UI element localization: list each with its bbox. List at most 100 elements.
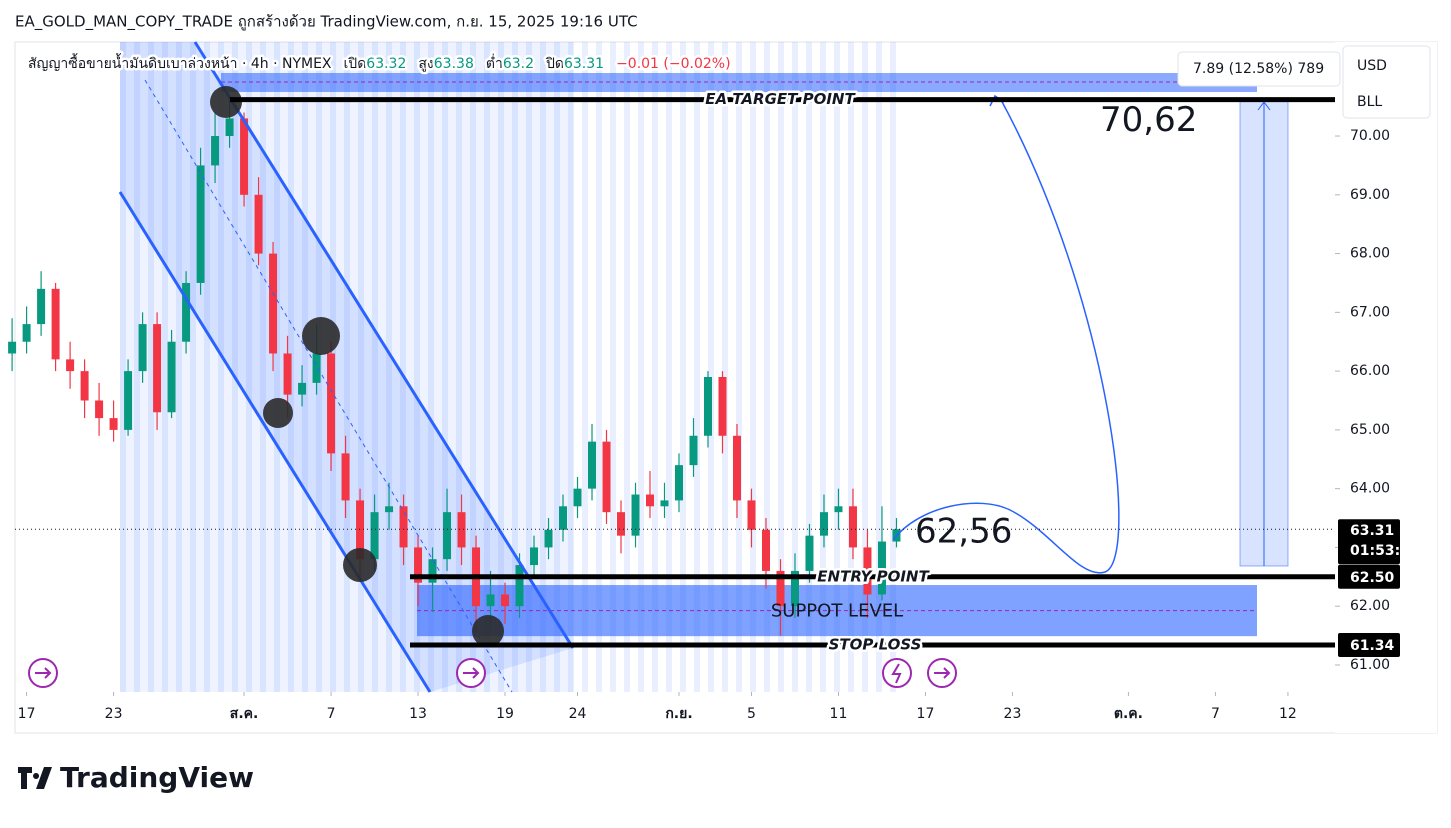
candle-body [51,288,60,360]
x-tick-label: 13 [409,706,427,722]
stripe [848,42,854,692]
stripe [358,42,364,692]
candle-body [327,353,336,454]
level-badge [1338,564,1400,589]
x-tick-label: 7 [1211,706,1220,722]
candle-body [138,324,147,372]
stripe [414,42,420,692]
x-tick-label: 7 [327,706,336,722]
pivots [210,86,504,647]
stripe [820,42,826,692]
stripe [638,42,644,692]
stripe [582,42,588,692]
header: EA_GOLD_MAN_COPY_TRADE ถูกสร้างด้วย Trad… [15,13,638,32]
candle-body [124,371,133,430]
candle-body [370,512,379,560]
candle-body [109,418,118,430]
support [417,585,1257,637]
candle-body [385,506,394,513]
ohlc-value: 63.2 [503,56,534,72]
ohlc-label: ปิด [546,56,564,72]
candle-body [819,512,828,536]
stripe [162,42,168,692]
pivot [343,548,377,582]
channel [118,41,575,693]
countdown: 01:53:00 [1350,543,1420,559]
stripe [274,42,280,692]
candle-body [182,282,191,342]
x-tick-label: 11 [830,706,848,722]
event-icons [28,658,957,688]
logo: TradingView [18,761,254,794]
stripe [652,42,658,692]
brand: TradingView [60,761,254,794]
candle-body [718,376,727,436]
stripe [246,42,252,692]
currency[interactable]: USD [1357,58,1387,74]
candle-body [761,529,770,571]
candle-body [80,371,89,401]
y-tick-label: 66.00 [1350,363,1390,379]
stripe [442,42,448,692]
channel-mid [144,79,513,693]
x-tick-label: 5 [747,706,756,722]
stripe [862,42,868,692]
candle-body [732,435,741,501]
pivot [302,317,340,355]
candle-body [501,594,510,607]
unit[interactable]: BLL [1357,94,1382,110]
candle-body [399,506,408,548]
candle-body [66,359,75,372]
symbol: สัญญาซื้อขายน้ำมันดิบเบาล่วงหน้า · 4h · … [28,53,332,72]
pivot [210,86,242,118]
candle-body [834,506,843,513]
level-badge-label: 61.34 [1350,638,1395,654]
candle-body [848,506,857,548]
x-tick-label: 23 [1004,706,1022,722]
stripe [708,42,714,692]
candle-body [877,541,886,595]
candle-body [646,494,655,507]
stripe [428,42,434,692]
candle-body [617,512,626,536]
price-badge-label: 63.31 [1350,523,1394,539]
axes: 61.0062.0063.0064.0065.0066.0067.0068.00… [18,128,1420,722]
stripe [540,42,546,692]
stripe [554,42,560,692]
stripe [750,42,756,692]
ohlc-label: เปิด [344,56,367,72]
x-tick-label: 24 [569,706,587,722]
candle-body [703,376,712,436]
level-badge [1338,632,1400,657]
stripe [400,42,406,692]
stripe [484,42,490,692]
symbol-legend: สัญญาซื้อขายน้ำมันดิบเบาล่วงหน้า · 4h · … [28,53,731,72]
stripe [120,42,126,692]
candle-body [689,435,698,466]
x-tick-label: 19 [496,706,514,722]
channel-upper [193,41,575,649]
stripe [372,42,378,692]
price-badge [1338,519,1400,565]
unit-panel[interactable] [1342,45,1431,119]
stripe [190,42,196,692]
candle-body [805,535,814,571]
stripe [344,42,350,692]
support-label: SUPPOT LEVEL [771,601,903,622]
candle-body [776,570,785,607]
level-label: EA TARGET POINT [705,90,856,108]
candle-body [8,341,17,354]
x-tick-label: ส.ค. [230,706,259,722]
candle-body [22,324,31,342]
candle-body [298,382,307,395]
level-label: STOP LOSS [829,635,922,653]
candle-body [428,559,437,583]
candle-body [747,500,756,530]
ohlc-value: 63.31 [564,56,604,72]
y-tick-label: 70.00 [1350,128,1390,144]
candle-body [341,453,350,501]
x-tick-label: ต.ค. [1114,706,1143,722]
candle-body [515,565,524,607]
candle-body [225,118,234,137]
